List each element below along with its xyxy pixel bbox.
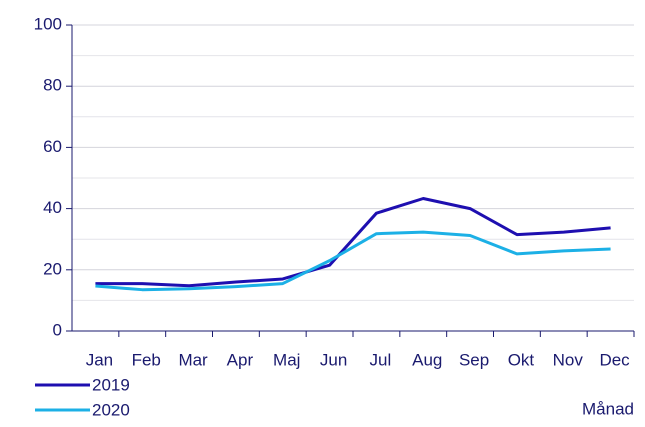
x-axis-label: Månad	[582, 399, 634, 418]
x-tick-label: Dec	[599, 350, 630, 369]
x-tick-label: Maj	[273, 350, 300, 369]
y-tick-label: 0	[53, 320, 62, 339]
x-tick-label: Jun	[320, 350, 347, 369]
x-tick-label: Okt	[508, 350, 535, 369]
y-tick-label: 100	[34, 14, 62, 33]
legend-label: 2020	[92, 400, 130, 419]
x-tick-label: Sep	[459, 350, 489, 369]
x-tick-label: Jan	[86, 350, 113, 369]
y-tick-label: 40	[43, 198, 62, 217]
y-tick-label: 80	[43, 76, 62, 95]
x-tick-label: Mar	[178, 350, 208, 369]
legend-label: 2019	[92, 375, 130, 394]
x-tick-label: Apr	[227, 350, 254, 369]
x-tick-label: Jul	[370, 350, 392, 369]
x-tick-label: Feb	[132, 350, 161, 369]
x-tick-label: Nov	[553, 350, 584, 369]
y-tick-label: 60	[43, 137, 62, 156]
line	[95, 197, 611, 288]
line	[95, 230, 611, 292]
y-tick-label: 20	[43, 259, 62, 278]
x-tick-label: Aug	[412, 350, 442, 369]
